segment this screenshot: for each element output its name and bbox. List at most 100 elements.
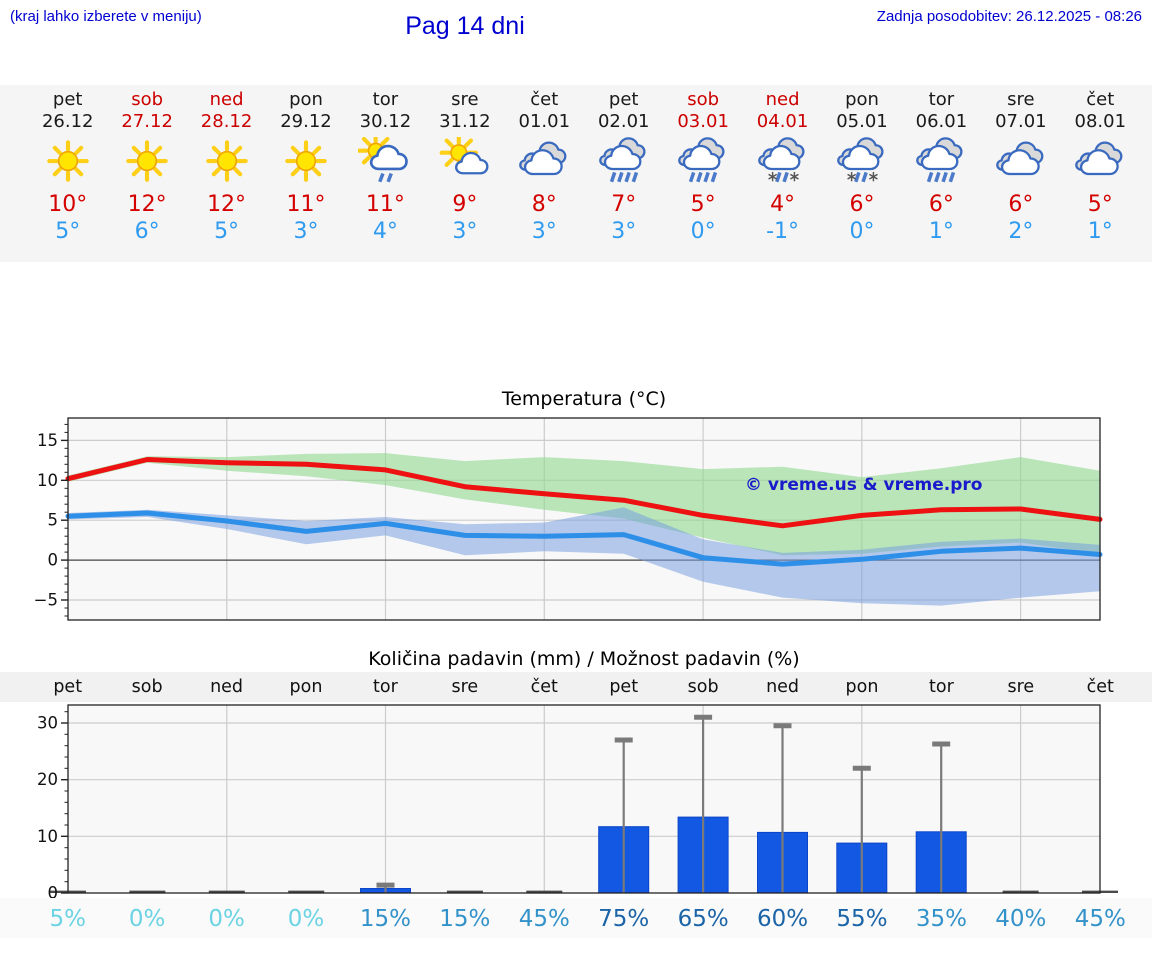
- precip-probability-label: 15%: [359, 906, 411, 932]
- precip-probability-label: 65%: [677, 906, 729, 932]
- precip-probability-label: 45%: [1074, 906, 1126, 932]
- day-date-label: 30.12: [359, 111, 412, 132]
- day-date-label: 29.12: [280, 111, 332, 132]
- day-date-label: 01.01: [518, 111, 571, 132]
- max-temp-line: [65, 457, 1103, 529]
- max-temp-label: 5°: [690, 192, 716, 217]
- day-name-label: tor: [372, 89, 399, 110]
- day-name-label: čet: [530, 89, 559, 110]
- max-temp-label: 10°: [48, 192, 88, 217]
- temp-y-tick-label: 5: [48, 511, 59, 530]
- day-column[interactable]: tor 06.01 6° 1°: [902, 85, 981, 245]
- precip-probability-label: 40%: [995, 906, 1047, 932]
- day-date-label: 27.12: [121, 111, 173, 132]
- day-name-label: tor: [928, 89, 955, 110]
- min-temp-label: 1°: [928, 219, 954, 244]
- precip-probability-label: 75%: [598, 906, 650, 932]
- day-name-label: ned: [209, 89, 244, 110]
- precip-day-label: pet: [609, 677, 639, 697]
- sun-icon: [187, 137, 266, 187]
- page-title: Pag 14 dni: [405, 12, 525, 40]
- sun-cloud-icon: [425, 133, 504, 187]
- day-name-label: sob: [131, 89, 164, 110]
- precip-probability-label: 0%: [128, 906, 166, 932]
- precip-probability-label: 0%: [287, 906, 325, 932]
- day-column[interactable]: sob 27.12 12° 6°: [107, 85, 186, 245]
- day-date-label: 08.01: [1074, 111, 1127, 132]
- precip-probability-background: [0, 898, 1152, 938]
- precip-day-label: tor: [373, 677, 398, 697]
- day-date-label: 04.01: [756, 111, 809, 132]
- day-column[interactable]: sob 03.01 5° 0°: [663, 85, 742, 245]
- precip-y-tick-label: 20: [37, 770, 58, 789]
- precip-probability-label: 0%: [208, 906, 245, 932]
- day-column[interactable]: tor 30.12 11° 4°: [346, 85, 425, 245]
- day-name-label: sre: [451, 89, 479, 110]
- precip-y-tick-label: 10: [37, 827, 58, 846]
- precip-day-label: sob: [687, 677, 719, 697]
- day-date-label: 05.01: [836, 111, 888, 132]
- day-column[interactable]: sre 31.12 9° 3°: [425, 85, 504, 245]
- forecast-strip: pet 26.12 10° 5° sob 27.12 12° 6° ned 28.12 12° 5° p…: [28, 85, 1140, 245]
- precip-day-label: čet: [1086, 677, 1114, 697]
- min-temp-label: 5°: [55, 219, 81, 244]
- day-date-label: 02.01: [597, 111, 650, 132]
- min-temp-label: 3°: [531, 219, 557, 244]
- day-date-label: 07.01: [995, 111, 1047, 132]
- precip-day-label: ned: [210, 677, 244, 697]
- max-temp-label: 12°: [127, 192, 167, 217]
- last-update-label: Zadnja posodobitev: 26.12.2025 - 08:26: [876, 8, 1142, 25]
- min-temp-label: 0°: [849, 219, 875, 244]
- day-column[interactable]: ned 28.12 12° 5°: [187, 85, 266, 245]
- min-temp-label: 6°: [134, 219, 160, 244]
- watermark-link[interactable]: © vreme.us & vreme.pro: [745, 475, 982, 495]
- precip-probability-row: 5% 0% 0% 0% 15% 15% 45% 75% 65% 60% 55% 35% 40% 45%: [28, 900, 1140, 938]
- precip-probability-label: 45%: [518, 906, 570, 932]
- day-column[interactable]: sre 07.01 6° 2°: [981, 85, 1060, 245]
- day-date-label: 31.12: [439, 111, 491, 132]
- day-date-label: 28.12: [200, 111, 253, 132]
- min-temp-label: 4°: [372, 219, 398, 244]
- max-temp-label: 7°: [611, 192, 637, 217]
- rain-icon: [663, 137, 742, 187]
- max-temp-label: 4°: [770, 192, 796, 217]
- precip-day-label: čet: [530, 677, 558, 697]
- max-temp-band: [68, 453, 1100, 556]
- day-column[interactable]: pon 05.01 6° 0°: [822, 85, 901, 245]
- day-column[interactable]: pet 02.01 7° 3°: [584, 85, 663, 245]
- temp-y-tick-label: 0: [48, 551, 59, 570]
- day-name-label: sob: [687, 89, 720, 110]
- precip-probability-label: 35%: [915, 906, 967, 932]
- day-name-label: pet: [52, 89, 83, 110]
- precipitation-chart: 0 10 20 30: [37, 704, 1118, 900]
- forecast-strip-background: [0, 85, 1152, 262]
- precip-y-tick-label: 30: [37, 714, 58, 733]
- day-column[interactable]: čet 01.01 8° 3°: [505, 85, 584, 245]
- precip-day-label: pet: [53, 677, 83, 697]
- min-temp-label: 5°: [214, 219, 240, 244]
- precip-day-label: pon: [845, 677, 879, 697]
- precip-probability-label: 15%: [439, 906, 491, 932]
- temp-y-tick-label: −5: [34, 591, 58, 610]
- day-column[interactable]: pet 26.12 10° 5°: [28, 85, 107, 245]
- min-temp-band: [68, 507, 1100, 606]
- max-temp-label: 8°: [531, 192, 557, 217]
- day-column[interactable]: čet 08.01 5° 1°: [1061, 85, 1140, 245]
- temp-y-tick-label: 10: [37, 471, 58, 490]
- max-temp-label: 11°: [286, 192, 326, 217]
- sun-cloud-rain-icon: [346, 131, 425, 187]
- precip-day-row: pet sob ned pon tor sre čet pet sob ned pon tor sre č…: [28, 672, 1140, 702]
- day-column[interactable]: pon 29.12 11° 3°: [266, 85, 345, 245]
- max-temp-label: 9°: [452, 192, 478, 217]
- location-hint: (kraj lahko izberete v meniju): [10, 8, 202, 25]
- precip-day-label: ned: [766, 677, 800, 697]
- temp-y-tick-label: 15: [37, 431, 58, 450]
- day-name-label: ned: [765, 89, 800, 110]
- max-temp-label: 6°: [928, 192, 954, 217]
- precip-day-label: pon: [289, 677, 323, 697]
- day-column[interactable]: ned 04.01 4° -1°: [743, 85, 822, 245]
- temperature-chart: 15 10 5 0 −5 © vreme.us & vreme.pro: [34, 417, 1103, 621]
- sun-icon: [107, 137, 186, 187]
- min-temp-label: 3°: [452, 219, 478, 244]
